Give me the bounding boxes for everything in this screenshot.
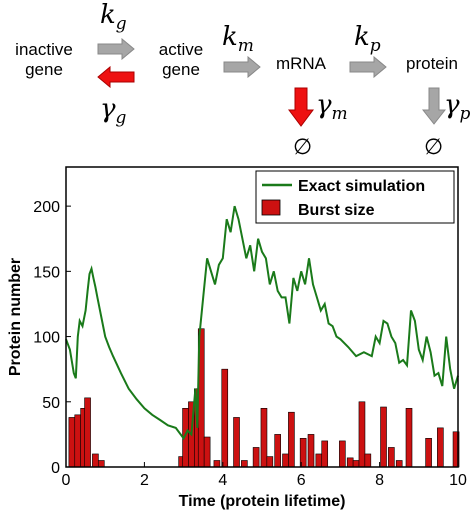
burst-bar [405,408,413,468]
burst-bar [425,438,432,468]
legend-box [255,170,455,224]
x-axis-label: Time (protein lifetime) [179,493,346,510]
burst-bar [352,460,360,468]
rate-km: km [222,22,254,56]
state-protein: protein [406,54,458,73]
rate-gamma-m: γm [316,90,348,124]
legend-bar-swatch [261,199,281,216]
y-axis-label: Protein number [7,258,24,376]
x-tick-label: 8 [375,472,384,489]
arrow-activation [97,38,135,60]
state-inactive-gene: inactive gene [15,40,73,79]
burst-bar [321,440,329,468]
burst-bar [346,457,354,468]
y-tick-label: 0 [51,460,60,477]
burst-bar [395,460,403,468]
burst-bar [266,456,274,468]
arrow-mrna-decay [288,87,314,127]
burst-bar [241,460,248,468]
burst-bar [307,434,315,468]
y-tick-label: 50 [42,395,60,412]
x-tick-label: 0 [62,472,71,489]
burst-bar [260,408,268,468]
burst-bar [437,427,444,468]
state-mrna: mRNA [275,54,327,73]
empty-set-mrna: ∅ [293,134,313,159]
arrow-translation [349,56,387,78]
x-tick-label: 6 [297,472,306,489]
legend-label-exact: Exact simulation [298,178,425,195]
x-tick-label: 2 [140,472,149,489]
burst-bar [233,417,240,468]
burst-bar [364,453,372,468]
state-active-gene: active gene [158,40,204,79]
burst-bar [388,447,395,468]
burst-bar [274,434,281,468]
rate-gamma-p: γp [444,90,471,124]
empty-set-protein: ∅ [424,134,444,159]
burst-bar [315,453,323,468]
burst-bar [221,368,229,468]
arrow-protein-decay [422,87,446,125]
burst-bar [358,401,366,468]
plot-frame [65,166,459,468]
burst-bar [380,406,387,468]
burst-bar [203,436,211,468]
y-tick-label: 200 [33,199,60,216]
burst-bar [252,447,260,468]
burst-bar [288,411,295,468]
burst-bar [68,417,76,468]
burst-bar [92,453,99,468]
exact-simulation-line [65,205,459,441]
burst-bar [97,460,105,468]
rate-gamma-g: γg [100,94,127,128]
burst-bar [339,440,346,468]
burst-bar [84,397,91,468]
x-tick-label: 4 [218,472,227,489]
arrow-transcription [223,56,261,78]
arrow-deactivation [97,66,135,88]
legend: Exact simulation Burst size [255,170,455,224]
burst-bar [74,414,82,468]
x-tick-label: 10 [449,472,467,489]
y-tick-label: 150 [33,264,60,281]
rate-kg: kg [100,0,127,34]
burst-bar [282,453,289,468]
rate-kp: kp [354,22,381,56]
y-tick-label: 100 [33,330,60,347]
burst-bar [213,460,221,468]
legend-label-burst: Burst size [298,202,375,219]
